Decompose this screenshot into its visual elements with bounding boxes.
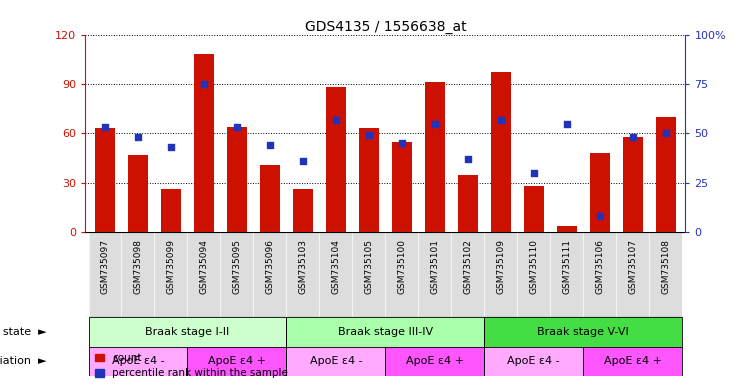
Text: GSM735102: GSM735102 [463,239,472,294]
Point [627,134,639,141]
Legend: count, percentile rank within the sample: count, percentile rank within the sample [90,349,293,382]
Bar [583,347,682,376]
Text: GSM735105: GSM735105 [365,239,373,294]
Text: ApoE ε4 -: ApoE ε4 - [310,356,362,366]
Bar [293,189,313,232]
Bar [649,232,682,317]
Point [462,156,473,162]
Bar [590,153,610,232]
Text: GSM735101: GSM735101 [431,239,439,294]
Text: genotype/variation  ►: genotype/variation ► [0,356,46,366]
Text: GSM735111: GSM735111 [562,239,571,294]
Text: GSM735104: GSM735104 [331,239,340,294]
Point [297,158,309,164]
Text: GSM735106: GSM735106 [595,239,604,294]
Bar [122,232,154,317]
Bar [88,317,286,347]
Bar [622,137,642,232]
Bar [319,232,352,317]
Bar [385,232,419,317]
Bar [260,165,280,232]
Point [132,134,144,141]
Bar [617,232,649,317]
Text: GSM735109: GSM735109 [496,239,505,294]
Point [165,144,177,150]
Bar [286,347,385,376]
Text: ApoE ε4 +: ApoE ε4 + [604,356,662,366]
Bar [326,87,346,232]
Bar [517,232,551,317]
Text: GSM735098: GSM735098 [133,239,142,294]
Text: ApoE ε4 +: ApoE ε4 + [208,356,266,366]
Text: Braak stage V-VI: Braak stage V-VI [537,327,629,337]
Bar [359,129,379,232]
Text: GSM735096: GSM735096 [265,239,274,294]
Bar [220,232,253,317]
Bar [286,232,319,317]
Bar [485,347,583,376]
Bar [524,186,544,232]
Text: ApoE ε4 -: ApoE ε4 - [112,356,165,366]
Point [363,132,375,139]
Point [561,121,573,127]
Bar [88,347,187,376]
Bar [286,317,485,347]
Text: GSM735099: GSM735099 [167,239,176,294]
Text: GSM735100: GSM735100 [397,239,406,294]
Text: ApoE ε4 +: ApoE ε4 + [406,356,464,366]
Bar [187,232,220,317]
Bar [656,117,676,232]
Bar [491,73,511,232]
Point [429,121,441,127]
Bar [451,232,485,317]
Text: GSM735110: GSM735110 [529,239,538,294]
Bar [128,155,148,232]
Point [396,140,408,146]
Bar [458,175,478,232]
Point [528,170,539,176]
Bar [154,232,187,317]
Bar [194,54,214,232]
Bar [352,232,385,317]
Bar [425,82,445,232]
Point [659,130,671,136]
Bar [551,232,583,317]
Point [198,81,210,87]
Text: GSM735095: GSM735095 [233,239,242,294]
Bar [187,347,286,376]
Text: ApoE ε4 -: ApoE ε4 - [508,356,560,366]
Text: GSM735094: GSM735094 [199,239,208,294]
Bar [88,232,122,317]
Text: GSM735108: GSM735108 [661,239,670,294]
Bar [485,317,682,347]
Point [264,142,276,148]
Text: Braak stage I-II: Braak stage I-II [145,327,230,337]
Text: GSM735097: GSM735097 [101,239,110,294]
Text: Braak stage III-IV: Braak stage III-IV [338,327,433,337]
Point [231,124,243,131]
Bar [95,129,115,232]
Point [495,116,507,122]
Title: GDS4135 / 1556638_at: GDS4135 / 1556638_at [305,20,466,33]
Point [330,116,342,122]
Text: GSM735107: GSM735107 [628,239,637,294]
Point [594,214,605,220]
Bar [385,347,485,376]
Bar [485,232,517,317]
Bar [161,189,181,232]
Bar [583,232,617,317]
Bar [392,142,412,232]
Bar [227,127,247,232]
Bar [556,226,576,232]
Bar [253,232,286,317]
Text: GSM735103: GSM735103 [299,239,308,294]
Point [99,124,111,131]
Text: disease state  ►: disease state ► [0,327,46,337]
Bar [419,232,451,317]
